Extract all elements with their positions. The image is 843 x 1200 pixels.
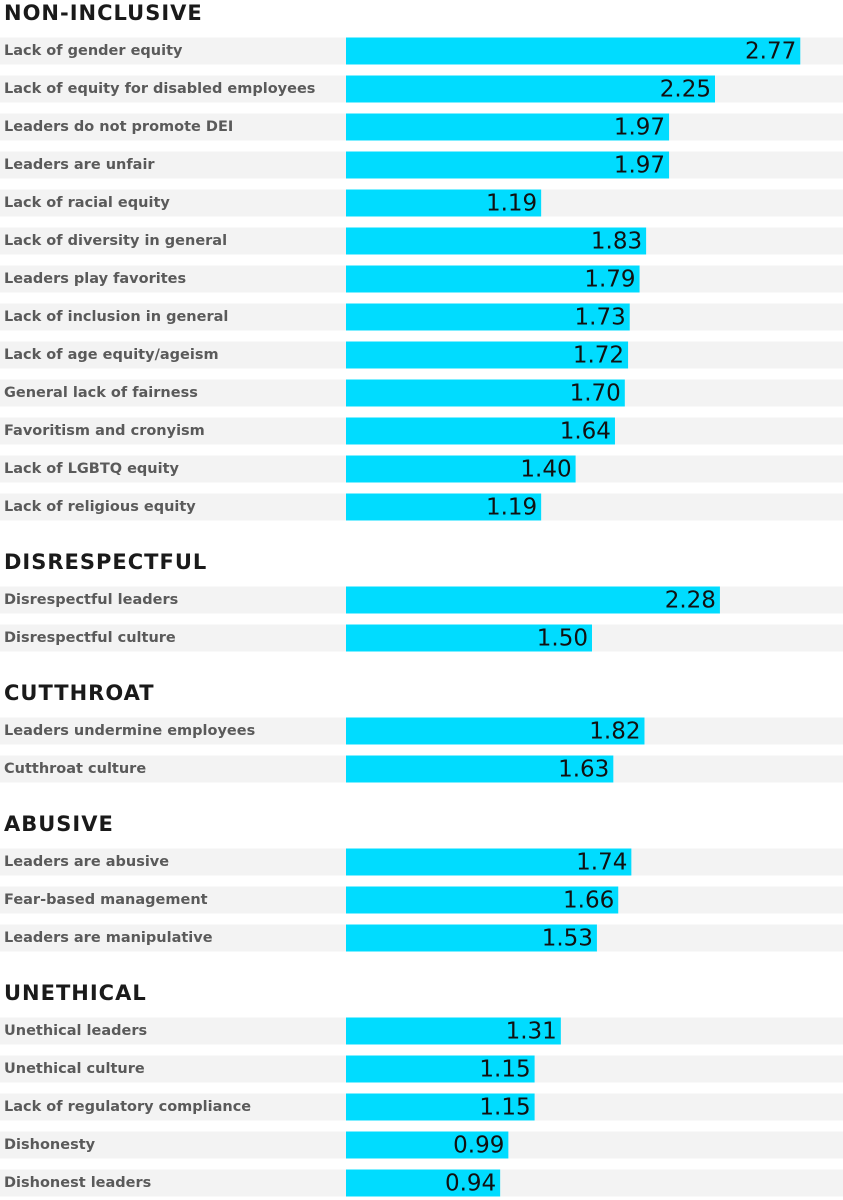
bar: [346, 924, 597, 952]
category-label: Leaders are abusive: [4, 854, 169, 870]
category-label: Lack of inclusion in general: [4, 309, 228, 325]
category-label: Lack of regulatory compliance: [4, 1099, 251, 1115]
category-label: Lack of age equity/ageism: [4, 347, 219, 363]
bar: [346, 717, 645, 745]
category-label: Leaders are manipulative: [4, 930, 213, 946]
category-label: Leaders do not promote DEI: [4, 119, 233, 135]
bar: [346, 151, 670, 179]
value-label: 1.64: [560, 419, 611, 445]
value-label: 2.25: [660, 77, 711, 103]
category-label: Lack of gender equity: [4, 43, 183, 59]
category-label: Favoritism and cronyism: [4, 423, 205, 439]
bar: [346, 848, 632, 876]
category-label: Fear-based management: [4, 892, 208, 908]
category-label: Lack of racial equity: [4, 195, 170, 211]
category-label: Lack of equity for disabled employees: [4, 81, 315, 97]
bar: [346, 586, 720, 614]
bar: [346, 37, 801, 65]
bar: [346, 1131, 509, 1159]
value-label: 1.50: [537, 626, 588, 652]
category-label: General lack of fairness: [4, 385, 198, 401]
category-label: Lack of LGBTQ equity: [4, 461, 180, 477]
bar: [346, 886, 619, 914]
bar: [346, 493, 542, 521]
category-label: Dishonest leaders: [4, 1175, 151, 1191]
bar: [346, 303, 630, 331]
bar: [346, 113, 670, 141]
value-label: 1.97: [614, 153, 665, 179]
value-label: 1.97: [614, 115, 665, 141]
group-title: DISRESPECTFUL: [4, 550, 207, 574]
bar: [346, 1093, 535, 1121]
group-title: UNETHICAL: [4, 981, 147, 1005]
value-label: 1.40: [520, 457, 571, 483]
category-label: Lack of diversity in general: [4, 233, 227, 249]
value-label: 1.53: [542, 926, 593, 952]
value-label: 1.74: [576, 850, 627, 876]
value-label: 1.19: [486, 191, 537, 217]
value-label: 1.15: [479, 1095, 530, 1121]
value-label: 1.63: [558, 757, 609, 783]
bar: [346, 379, 625, 407]
value-label: 0.94: [445, 1171, 496, 1197]
bar: [346, 1017, 561, 1045]
bar: [346, 455, 576, 483]
group-title: ABUSIVE: [4, 812, 114, 836]
bar: [346, 227, 647, 255]
group-title: NON-INCLUSIVE: [4, 1, 203, 25]
value-label: 0.99: [453, 1133, 504, 1159]
value-label: 1.72: [573, 343, 624, 369]
value-label: 1.82: [589, 719, 640, 745]
bar: [346, 75, 715, 103]
bar: [346, 189, 542, 217]
category-label: Leaders are unfair: [4, 157, 155, 173]
value-label: 1.70: [570, 381, 621, 407]
category-label: Disrespectful leaders: [4, 592, 178, 608]
value-label: 1.19: [486, 495, 537, 521]
value-label: 1.15: [479, 1057, 530, 1083]
category-label: Dishonesty: [4, 1137, 96, 1153]
bar: [346, 624, 592, 652]
category-label: Unethical leaders: [4, 1023, 147, 1039]
value-label: 1.31: [506, 1019, 557, 1045]
category-label: Unethical culture: [4, 1061, 145, 1077]
category-label: Cutthroat culture: [4, 761, 146, 777]
bar: [346, 755, 614, 783]
value-label: 1.79: [584, 267, 635, 293]
group-title: CUTTHROAT: [4, 681, 155, 705]
bar: [346, 1055, 535, 1083]
bar: [346, 417, 615, 445]
value-label: 1.66: [563, 888, 614, 914]
value-label: 1.83: [591, 229, 642, 255]
category-label: Lack of religious equity: [4, 499, 196, 515]
bar: [346, 265, 640, 293]
bar: [346, 1169, 501, 1197]
value-label: 2.77: [745, 39, 796, 65]
category-label: Leaders undermine employees: [4, 723, 255, 739]
value-label: 1.73: [575, 305, 626, 331]
value-label: 2.28: [665, 588, 716, 614]
category-label: Disrespectful culture: [4, 630, 176, 646]
category-label: Leaders play favorites: [4, 271, 186, 287]
bar: [346, 341, 629, 369]
